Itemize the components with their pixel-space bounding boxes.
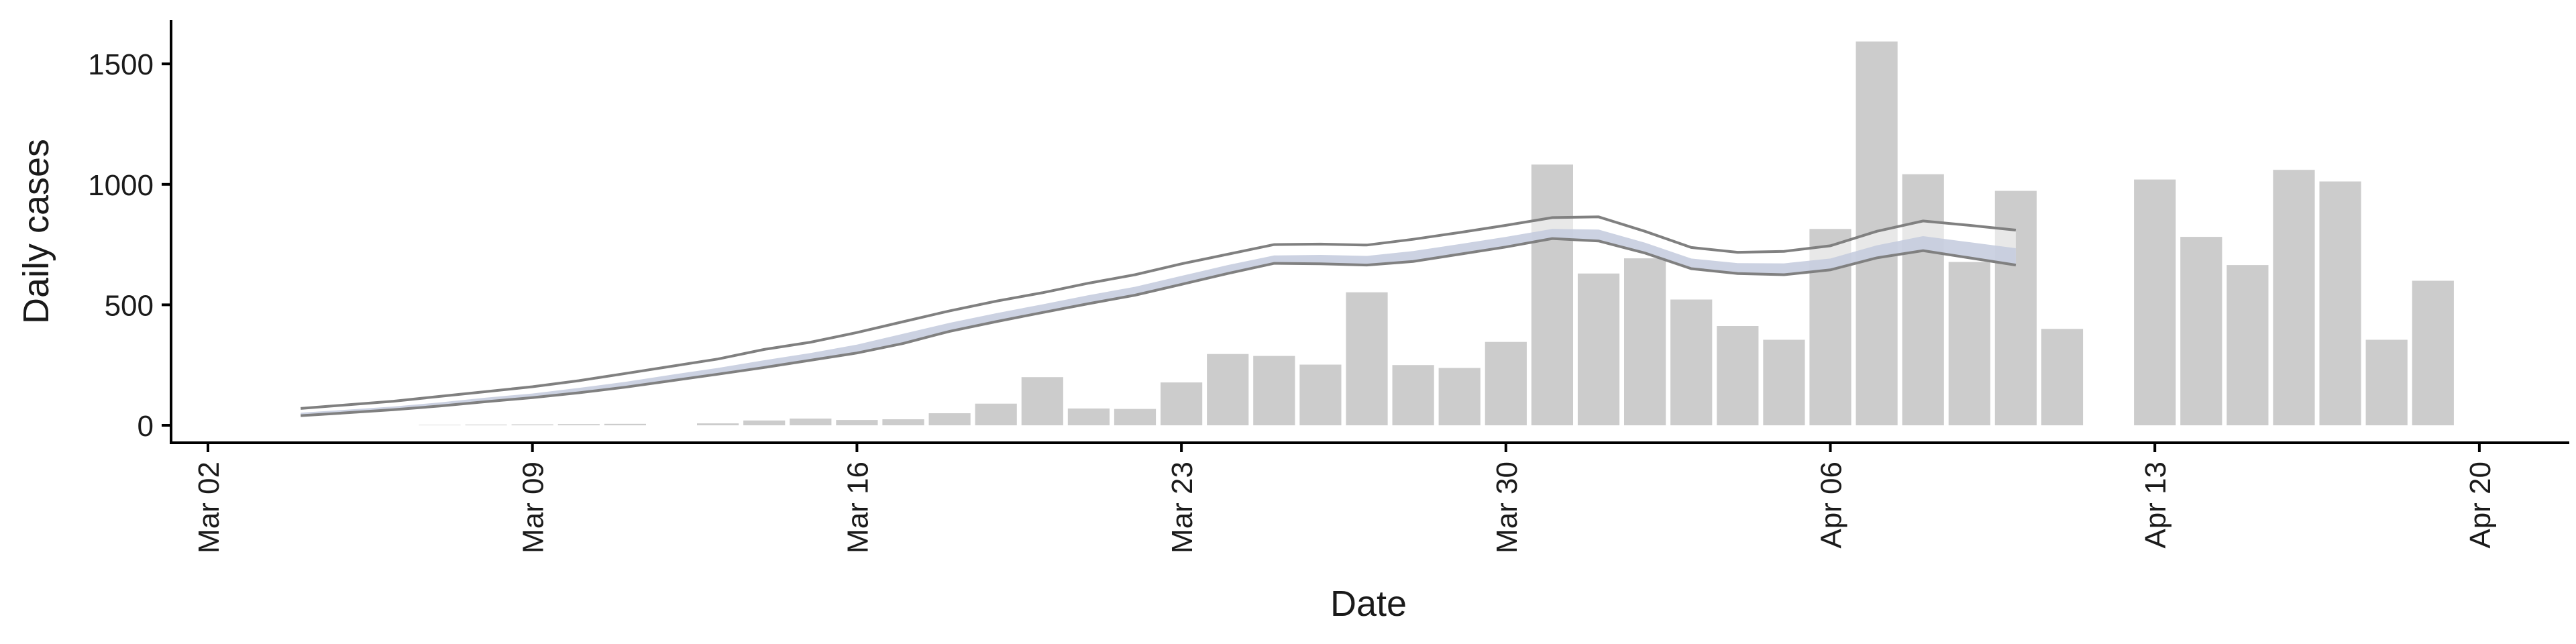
inner-band-area [301, 229, 2016, 415]
y-axis-title: Daily cases [16, 139, 56, 324]
bar [2412, 280, 2454, 425]
bar [1299, 364, 1342, 425]
bar [2180, 237, 2222, 425]
y-tick-label: 1000 [88, 169, 154, 202]
bar [1485, 341, 1527, 425]
bar [557, 424, 600, 425]
bar [1902, 174, 1944, 425]
bar [1948, 262, 1990, 425]
bar [1994, 191, 2037, 425]
y-tick-label: 0 [138, 410, 154, 443]
x-tick-label: Mar 23 [1166, 462, 1199, 553]
bar [1670, 299, 1713, 425]
bar [1763, 339, 1805, 425]
bands-layer [301, 215, 2017, 417]
x-tick-label: Apr 20 [2464, 462, 2497, 549]
bar [1253, 356, 1295, 425]
y-tick-label: 1500 [88, 48, 154, 81]
x-tick-label: Mar 09 [517, 462, 550, 553]
bar [1438, 368, 1481, 425]
bar [975, 403, 1017, 425]
bar [2134, 179, 2176, 425]
axes-layer [170, 20, 2569, 444]
bar [743, 420, 786, 425]
bar [2319, 181, 2361, 425]
bar [604, 423, 646, 425]
bar [1067, 408, 1110, 425]
x-tick-label: Mar 30 [1491, 462, 1523, 553]
x-tick-label: Mar 02 [193, 462, 225, 553]
y-tick-label: 500 [105, 289, 154, 322]
bar [1021, 377, 1063, 425]
outer-band-upper-line [301, 215, 2017, 410]
x-axis-title: Date [1330, 584, 1407, 624]
bar [2041, 329, 2084, 425]
bar [790, 418, 832, 425]
bar [1114, 409, 1157, 425]
outer-band-area [301, 217, 2016, 416]
bar [1577, 273, 1620, 425]
x-ticks: Mar 02 Mar 09 Mar 16 Mar 23 Mar 30 Apr 06 Apr … [193, 443, 2497, 553]
bar [1531, 164, 1573, 426]
bar [1346, 292, 1388, 425]
bar [1392, 365, 1434, 425]
x-tick-label: Apr 13 [2139, 462, 2172, 549]
bar [1717, 326, 1759, 425]
bar [2226, 265, 2269, 425]
x-tick-label: Apr 06 [1815, 462, 1848, 549]
bar [1161, 382, 1203, 425]
bar [928, 413, 971, 425]
outer-band-lower-line [301, 237, 2017, 417]
bar [2273, 170, 2315, 425]
bar [882, 419, 924, 425]
y-ticks: 0 500 1000 1500 [88, 48, 171, 443]
bar [697, 423, 739, 425]
bar [2365, 339, 2408, 425]
bar [1207, 354, 1249, 425]
bar [1624, 258, 1666, 425]
x-tick-label: Mar 16 [841, 462, 874, 553]
bar [836, 420, 878, 425]
